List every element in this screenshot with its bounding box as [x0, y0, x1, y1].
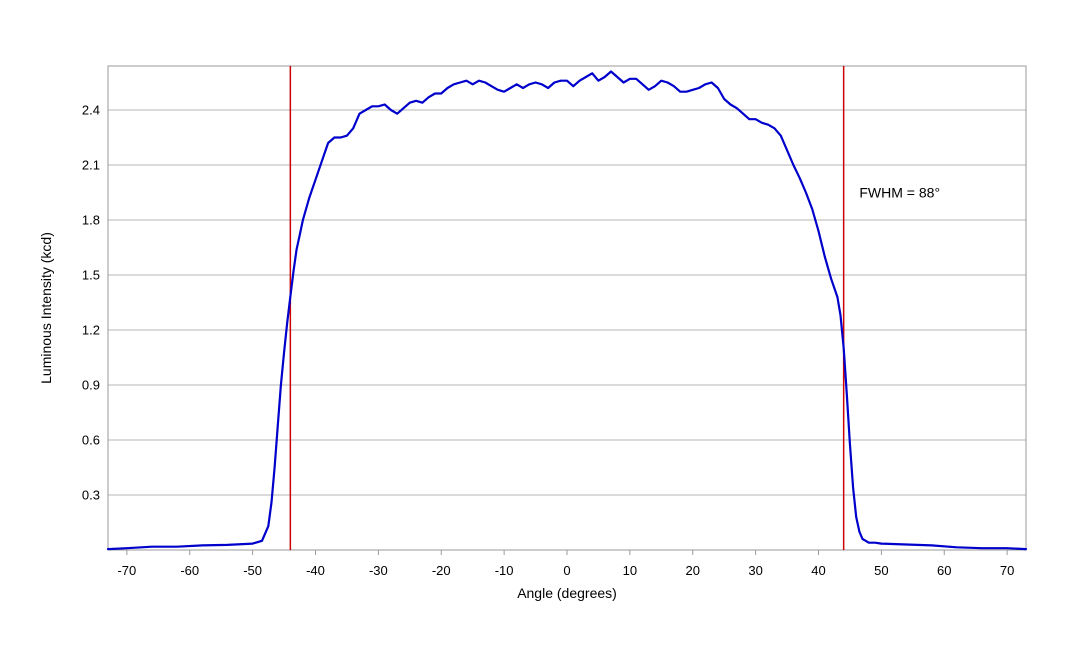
- annotations: FWHM = 88°: [859, 185, 940, 201]
- y-tick-label: 0.6: [82, 433, 100, 448]
- x-tick-label: -30: [369, 563, 388, 578]
- x-tick-label: -10: [495, 563, 514, 578]
- x-tick-label: 20: [686, 563, 700, 578]
- y-axis-title: Luminous Intensity (kcd): [38, 232, 54, 384]
- x-tick-label: 50: [874, 563, 888, 578]
- y-tick-label: 1.8: [82, 213, 100, 228]
- y-tick-label: 0.3: [82, 488, 100, 503]
- y-tick-label: 0.9: [82, 378, 100, 393]
- y-tick-label: 2.4: [82, 103, 100, 118]
- fwhm-annotation: FWHM = 88°: [859, 185, 940, 201]
- y-tick-label: 2.1: [82, 158, 100, 173]
- x-tick-label: 60: [937, 563, 951, 578]
- x-tick-label: -20: [432, 563, 451, 578]
- x-tick-label: 70: [1000, 563, 1014, 578]
- grid-lines: [108, 109, 1026, 496]
- x-tick-label: 10: [623, 563, 637, 578]
- y-tick-label: 1.2: [82, 323, 100, 338]
- y-axis-ticks: 0.3 0.6 0.9 1.2 1.5 1.8 2.1 2.4: [82, 103, 100, 503]
- x-tick-label: 0: [563, 563, 570, 578]
- data-series: [106, 70, 1028, 551]
- x-tick-label: 30: [748, 563, 762, 578]
- x-axis-ticks: -70 -60 -50 -40 -30 -20 -10 0 10 20 30 40 50 60 70: [117, 550, 1014, 578]
- plot-area-border: [107, 65, 1027, 551]
- x-tick-label: -40: [306, 563, 325, 578]
- series-line: [106, 70, 1028, 551]
- x-tick-label: -70: [117, 563, 136, 578]
- fwhm-lines: [289, 66, 845, 550]
- x-tick-label: -60: [180, 563, 199, 578]
- x-axis-title: Angle (degrees): [517, 585, 617, 601]
- x-tick-label: 40: [811, 563, 825, 578]
- x-tick-label: -50: [243, 563, 262, 578]
- y-tick-label: 1.5: [82, 268, 100, 283]
